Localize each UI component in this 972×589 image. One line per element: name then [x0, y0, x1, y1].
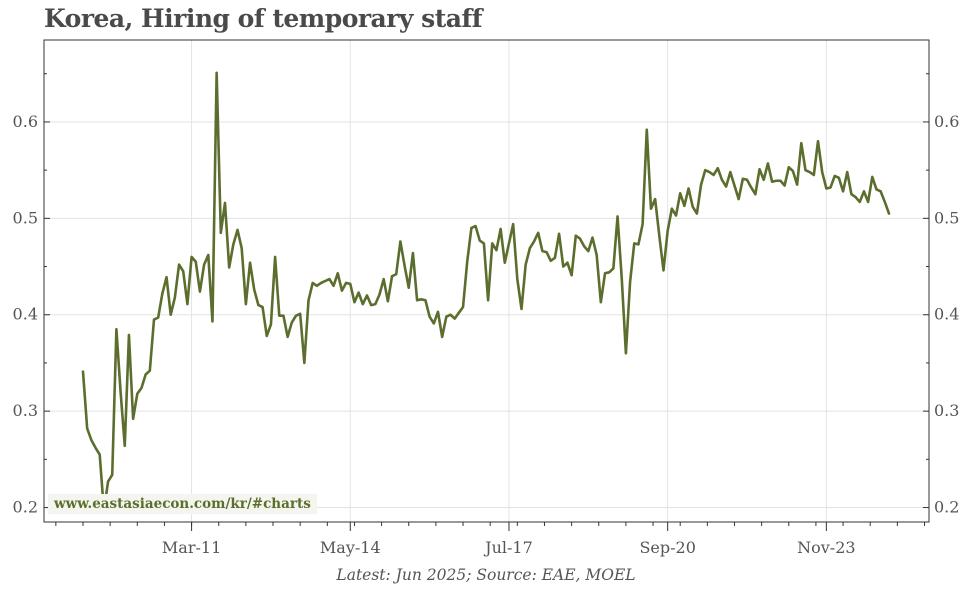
y-tick-label-left: 0.3: [13, 401, 38, 420]
plot-frame: [43, 39, 930, 523]
watermark-label: www.eastasiaecon.com/kr/#charts: [48, 494, 317, 514]
y-tick-label-left: 0.4: [13, 305, 38, 324]
tick-labels: 0.2 0.2 0.3 0.3 0.4 0.4 0.5 0.5 0.6 0.6 Mar-11 May-…: [13, 112, 960, 557]
x-tick-label: Nov-23: [797, 538, 855, 557]
y-tick-label-left: 0.5: [13, 208, 38, 227]
y-tick-label-right: 0.4: [934, 305, 959, 324]
source-note: Latest: Jun 2025; Source: EAE, MOEL: [336, 566, 636, 584]
y-tick-label-right: 0.5: [934, 208, 959, 227]
y-tick-label-right: 0.2: [934, 498, 959, 517]
y-tick-label-right: 0.3: [934, 401, 959, 420]
y-tick-label-left: 0.2: [13, 498, 38, 517]
x-tick-label: Sep-20: [639, 538, 695, 557]
y-tick-label-right: 0.6: [934, 112, 959, 131]
chart-title: Korea, Hiring of temporary staff: [44, 4, 482, 33]
x-tick-label: May-14: [320, 538, 381, 557]
x-tick-label: Mar-11: [162, 538, 221, 557]
axes: [43, 39, 930, 531]
x-tick-label: Jul-17: [483, 538, 533, 557]
series-line: [81, 71, 891, 512]
series-layer: [81, 71, 891, 512]
y-tick-label-left: 0.6: [13, 112, 38, 131]
